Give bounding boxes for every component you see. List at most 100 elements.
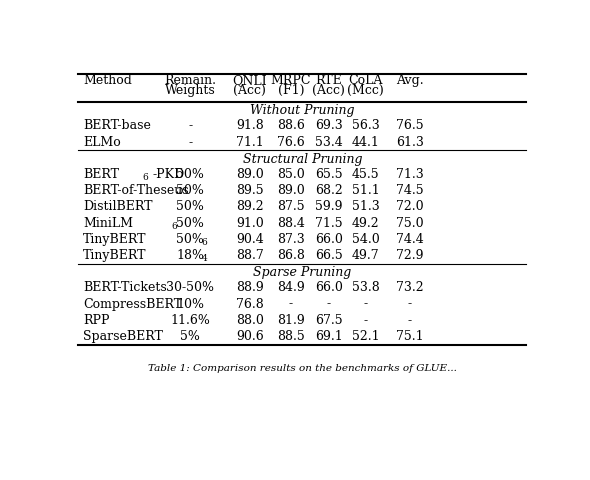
Text: 68.2: 68.2 (315, 184, 343, 197)
Text: -: - (363, 314, 368, 327)
Text: 49.2: 49.2 (352, 216, 379, 230)
Text: 89.5: 89.5 (236, 184, 264, 197)
Text: BERT-base: BERT-base (83, 120, 151, 132)
Text: 76.5: 76.5 (396, 120, 424, 132)
Text: (Mcc): (Mcc) (347, 84, 384, 97)
Text: 30-50%: 30-50% (166, 281, 214, 294)
Text: 5%: 5% (181, 330, 200, 343)
Text: 74.5: 74.5 (396, 184, 424, 197)
Text: 86.8: 86.8 (277, 249, 305, 262)
Text: Table 1: Comparison results on the benchmarks of GLUE...: Table 1: Comparison results on the bench… (148, 364, 457, 373)
Text: 6: 6 (172, 222, 178, 230)
Text: 73.2: 73.2 (396, 281, 424, 294)
Text: 52.1: 52.1 (352, 330, 379, 343)
Text: 66.0: 66.0 (315, 281, 343, 294)
Text: 84.9: 84.9 (277, 281, 305, 294)
Text: ELMo: ELMo (83, 136, 120, 149)
Text: 65.5: 65.5 (315, 168, 343, 181)
Text: 66.0: 66.0 (315, 233, 343, 246)
Text: 91.8: 91.8 (236, 120, 264, 132)
Text: 50%: 50% (176, 168, 204, 181)
Text: 75.1: 75.1 (396, 330, 424, 343)
Text: MRPC: MRPC (271, 74, 311, 87)
Text: 89.0: 89.0 (236, 168, 264, 181)
Text: 85.0: 85.0 (277, 168, 305, 181)
Text: 72.0: 72.0 (396, 201, 424, 214)
Text: SparseBERT: SparseBERT (83, 330, 163, 343)
Text: Without Pruning: Without Pruning (250, 104, 355, 117)
Text: 51.3: 51.3 (352, 201, 379, 214)
Text: 6: 6 (201, 238, 207, 247)
Text: 88.6: 88.6 (277, 120, 305, 132)
Text: 90.6: 90.6 (236, 330, 264, 343)
Text: 18%: 18% (176, 249, 204, 262)
Text: 45.5: 45.5 (352, 168, 379, 181)
Text: 87.3: 87.3 (277, 233, 305, 246)
Text: -: - (188, 136, 192, 149)
Text: 90.4: 90.4 (236, 233, 264, 246)
Text: Structural Pruning: Structural Pruning (242, 153, 362, 166)
Text: -: - (289, 298, 293, 311)
Text: 91.0: 91.0 (236, 216, 264, 230)
Text: 50%: 50% (176, 216, 204, 230)
Text: 11.6%: 11.6% (171, 314, 210, 327)
Text: 6: 6 (142, 173, 148, 182)
Text: 4: 4 (201, 254, 207, 263)
Text: -: - (188, 120, 192, 132)
Text: 67.5: 67.5 (315, 314, 343, 327)
Text: BERT-Tickets: BERT-Tickets (83, 281, 166, 294)
Text: 89.2: 89.2 (236, 201, 264, 214)
Text: 71.5: 71.5 (315, 216, 343, 230)
Text: 44.1: 44.1 (352, 136, 379, 149)
Text: CompressBERT: CompressBERT (83, 298, 182, 311)
Text: 51.1: 51.1 (352, 184, 379, 197)
Text: Remain.: Remain. (165, 74, 217, 87)
Text: 89.0: 89.0 (277, 184, 305, 197)
Text: 72.9: 72.9 (396, 249, 424, 262)
Text: RPP: RPP (83, 314, 109, 327)
Text: QNLI: QNLI (232, 74, 267, 87)
Text: (F1): (F1) (278, 84, 304, 97)
Text: BERT-of-Theseus: BERT-of-Theseus (83, 184, 189, 197)
Text: 71.3: 71.3 (396, 168, 424, 181)
Text: Sparse Pruning: Sparse Pruning (253, 266, 352, 279)
Text: 54.0: 54.0 (352, 233, 379, 246)
Text: 88.7: 88.7 (236, 249, 264, 262)
Text: 66.5: 66.5 (315, 249, 343, 262)
Text: -PKD: -PKD (152, 168, 184, 181)
Text: -: - (408, 298, 412, 311)
Text: (Acc): (Acc) (234, 84, 266, 97)
Text: 88.9: 88.9 (236, 281, 264, 294)
Text: 88.4: 88.4 (277, 216, 305, 230)
Text: 71.1: 71.1 (236, 136, 264, 149)
Text: -: - (408, 314, 412, 327)
Text: 53.8: 53.8 (352, 281, 379, 294)
Text: (Acc): (Acc) (313, 84, 345, 97)
Text: Weights: Weights (165, 84, 216, 97)
Text: 69.3: 69.3 (315, 120, 343, 132)
Text: 88.0: 88.0 (236, 314, 264, 327)
Text: 50%: 50% (176, 184, 204, 197)
Text: 81.9: 81.9 (277, 314, 305, 327)
Text: 76.8: 76.8 (236, 298, 264, 311)
Text: 49.7: 49.7 (352, 249, 379, 262)
Text: 56.3: 56.3 (352, 120, 379, 132)
Text: Avg.: Avg. (396, 74, 424, 87)
Text: 75.0: 75.0 (396, 216, 424, 230)
Text: 88.5: 88.5 (277, 330, 305, 343)
Text: 10%: 10% (176, 298, 204, 311)
Text: MiniLM: MiniLM (83, 216, 133, 230)
Text: 50%: 50% (176, 201, 204, 214)
Text: -: - (327, 298, 331, 311)
Text: DistilBERT: DistilBERT (83, 201, 152, 214)
Text: 53.4: 53.4 (315, 136, 343, 149)
Text: 59.9: 59.9 (315, 201, 343, 214)
Text: RTE: RTE (316, 74, 342, 87)
Text: 50%: 50% (176, 233, 204, 246)
Text: 76.6: 76.6 (277, 136, 305, 149)
Text: TinyBERT: TinyBERT (83, 249, 146, 262)
Text: TinyBERT: TinyBERT (83, 233, 146, 246)
Text: -: - (363, 298, 368, 311)
Text: 74.4: 74.4 (396, 233, 424, 246)
Text: 87.5: 87.5 (277, 201, 305, 214)
